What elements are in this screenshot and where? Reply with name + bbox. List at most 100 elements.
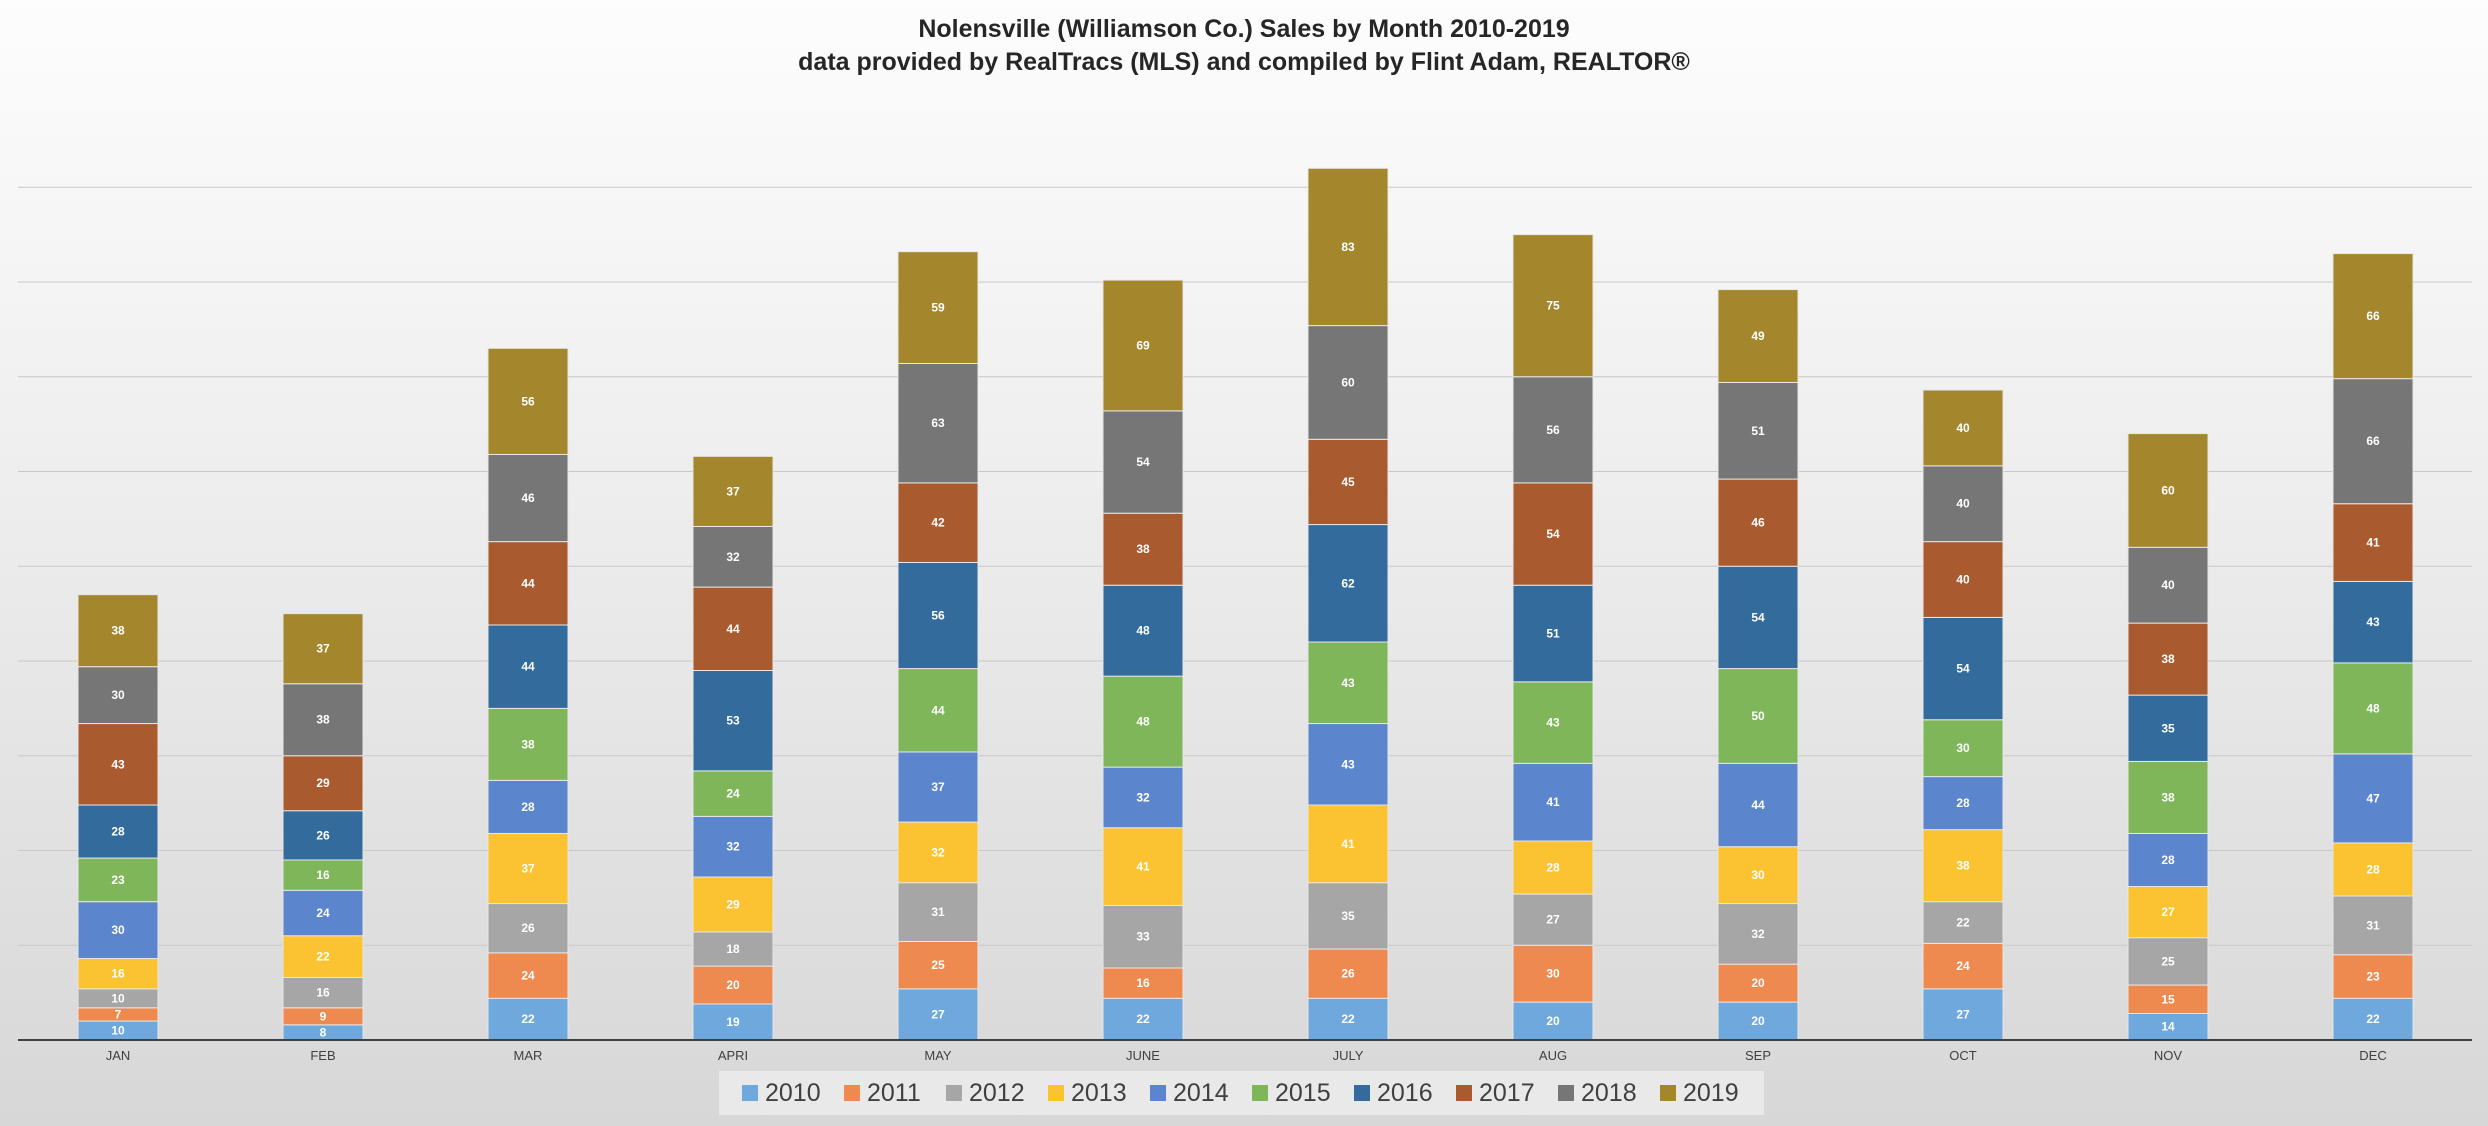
data-label: 56 — [931, 609, 945, 623]
bar-segment-dec-2011 — [2332, 954, 2414, 999]
bar-segment-july-2010 — [1307, 997, 1389, 1041]
x-tick-label: OCT — [1949, 1048, 1977, 1063]
bar-segment-feb-2016 — [282, 810, 364, 861]
data-label: 44 — [726, 622, 740, 636]
data-label: 25 — [2161, 954, 2175, 968]
data-label: 7 — [115, 1007, 122, 1021]
data-label: 48 — [1136, 715, 1150, 729]
data-label: 54 — [1546, 527, 1560, 541]
bar-segment-nov-2016 — [2127, 694, 2209, 762]
bar-segment-june-2014 — [1102, 766, 1184, 829]
bar-segment-apri-2014 — [692, 815, 774, 878]
legend-background — [719, 1071, 1764, 1115]
data-label: 31 — [931, 905, 945, 919]
bar-segment-oct-2014 — [1922, 776, 2004, 831]
bar-segment-apri-2017 — [692, 586, 774, 671]
bar-segment-dec-2016 — [2332, 580, 2414, 664]
data-label: 18 — [726, 942, 740, 956]
legend-label: 2010 — [765, 1079, 821, 1107]
legend-label: 2019 — [1683, 1079, 1739, 1107]
bar-segment-apri-2015 — [692, 770, 774, 817]
x-tick-label: MAR — [514, 1048, 543, 1063]
bar-segment-july-2012 — [1307, 882, 1389, 950]
x-tick-label: JAN — [106, 1048, 131, 1063]
data-label: 22 — [1341, 1012, 1355, 1026]
bar-segment-nov-2013 — [2127, 886, 2209, 939]
data-label: 30 — [1956, 741, 1970, 755]
legend-swatch — [844, 1085, 860, 1101]
data-label: 32 — [1136, 790, 1150, 804]
bar-segment-apri-2019 — [692, 455, 774, 527]
legend-label: 2017 — [1479, 1079, 1535, 1107]
data-label: 30 — [111, 688, 125, 702]
data-label: 44 — [521, 660, 535, 674]
bar-segment-may-2010 — [897, 988, 979, 1041]
data-label: 45 — [1341, 475, 1355, 489]
bar-segment-aug-2010 — [1512, 1001, 1594, 1041]
data-label: 10 — [111, 991, 125, 1005]
legend-swatch — [1354, 1085, 1370, 1101]
legend-swatch — [1252, 1085, 1268, 1101]
bar-stack-feb: 8 9 16 22 24 16 26 29 38 37 — [282, 613, 364, 1041]
bar-stack-oct: 27 24 22 38 28 30 54 40 40 40 — [1922, 389, 2004, 1041]
data-label: 37 — [521, 862, 535, 876]
gridlines — [18, 186, 2472, 946]
bar-segment-aug-2018 — [1512, 376, 1594, 484]
data-label: 40 — [1956, 421, 1970, 435]
bar-segment-mar-2011 — [487, 952, 569, 999]
bar-segment-jan-2019 — [77, 594, 159, 668]
bar-segment-nov-2011 — [2127, 984, 2209, 1014]
x-tick-label: APRI — [718, 1048, 748, 1063]
data-label: 38 — [521, 737, 535, 751]
legend-label: 2018 — [1581, 1079, 1637, 1107]
data-label: 47 — [2366, 791, 2380, 805]
data-label: 46 — [1751, 516, 1765, 530]
bar-segment-oct-2017 — [1922, 541, 2004, 618]
data-label: 38 — [111, 624, 125, 638]
data-label: 9 — [320, 1009, 327, 1023]
data-label: 56 — [1546, 423, 1560, 437]
bar-segment-apri-2010 — [692, 1003, 774, 1041]
bar-segment-feb-2012 — [282, 976, 364, 1009]
data-label: 22 — [521, 1012, 535, 1026]
bar-segment-dec-2012 — [2332, 895, 2414, 956]
data-label: 54 — [1956, 662, 1970, 676]
legend: 2010 2011 2012 2013 2014 2015 2016 2017 2018 2019 — [719, 1071, 1764, 1115]
data-label: 23 — [2366, 970, 2380, 984]
data-label: 24 — [316, 906, 330, 920]
legend-swatch — [1048, 1085, 1064, 1101]
bar-segment-aug-2019 — [1512, 234, 1594, 378]
data-label: 24 — [521, 969, 535, 983]
data-label: 42 — [931, 516, 945, 530]
data-label: 23 — [111, 873, 125, 887]
bar-segment-aug-2015 — [1512, 681, 1594, 764]
bar-stack-dec: 22 23 31 28 47 48 43 41 66 66 — [2332, 253, 2414, 1041]
data-label: 16 — [111, 967, 125, 981]
data-label: 53 — [726, 714, 740, 728]
bar-segment-mar-2012 — [487, 903, 569, 954]
data-label: 66 — [2366, 434, 2380, 448]
data-label: 28 — [2366, 862, 2380, 876]
data-label: 35 — [2161, 721, 2175, 735]
data-label: 38 — [1956, 859, 1970, 873]
data-label: 16 — [1136, 976, 1150, 990]
bar-segment-july-2016 — [1307, 524, 1389, 643]
bar-segment-may-2019 — [897, 251, 979, 364]
data-label: 28 — [1956, 796, 1970, 810]
bar-segment-nov-2018 — [2127, 546, 2209, 624]
data-label: 30 — [1751, 868, 1765, 882]
legend-swatch — [742, 1085, 758, 1101]
bar-segment-may-2016 — [897, 561, 979, 670]
x-tick-label: FEB — [310, 1048, 335, 1063]
data-label: 66 — [2366, 309, 2380, 323]
bar-segment-nov-2010 — [2127, 1012, 2209, 1041]
legend-label: 2012 — [969, 1079, 1025, 1107]
data-label: 35 — [1341, 909, 1355, 923]
bar-segment-june-2015 — [1102, 675, 1184, 768]
data-label: 43 — [1341, 676, 1355, 690]
bar-segment-july-2018 — [1307, 325, 1389, 440]
data-label: 40 — [2161, 578, 2175, 592]
data-label: 30 — [1546, 967, 1560, 981]
bar-segment-dec-2015 — [2332, 662, 2414, 755]
bar-segment-dec-2019 — [2332, 253, 2414, 380]
